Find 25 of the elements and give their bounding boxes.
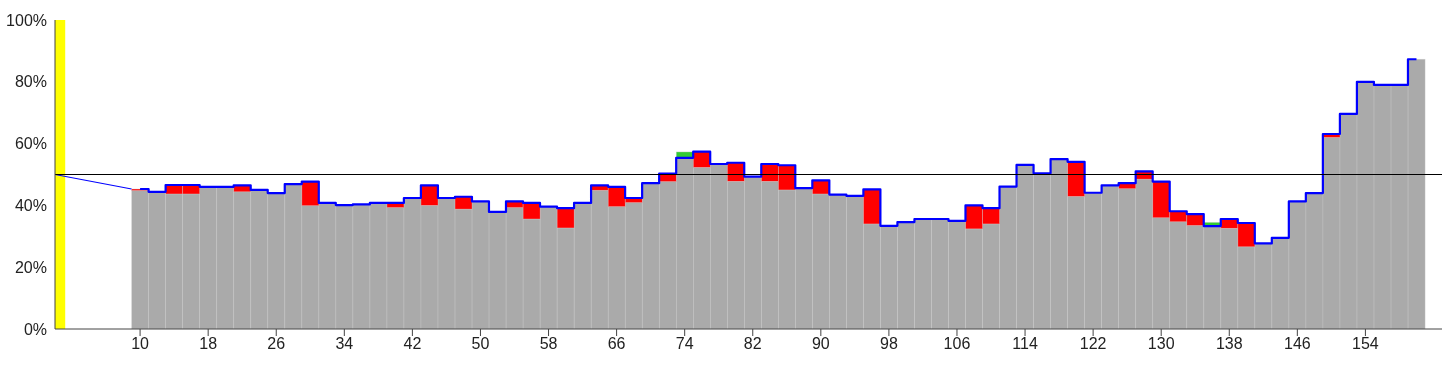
x-tick-label: 90 [811,335,830,353]
y-tick-label: 60% [14,135,47,153]
x-tick-label: 138 [1215,335,1243,353]
y-tick-label: 100% [6,11,47,29]
x-tick-label: 122 [1079,335,1107,353]
x-tick-label: 42 [403,335,422,353]
x-tick-label: 58 [539,335,558,353]
y-tick-label: 0% [23,320,47,338]
y-tick-label: 80% [14,73,47,91]
x-tick-label: 130 [1147,335,1175,353]
y-tick-label: 40% [14,197,47,215]
x-tick-label: 106 [943,335,971,353]
x-tick-label: 114 [1012,335,1038,353]
x-tick-label: 18 [199,335,218,353]
x-tick-label: 34 [335,335,354,353]
y-tick-label: 20% [14,258,47,276]
x-tick-label: 10 [131,335,150,353]
x-tick-label: 26 [267,335,286,353]
x-tick-label: 98 [880,335,898,353]
x-tick-label: 146 [1283,335,1311,353]
x-tick-label: 74 [675,335,694,353]
x-tick-label: 66 [607,335,626,353]
x-tick-label: 154 [1352,335,1379,353]
x-tick-label: 50 [471,335,490,353]
x-tick-label: 82 [743,335,762,353]
